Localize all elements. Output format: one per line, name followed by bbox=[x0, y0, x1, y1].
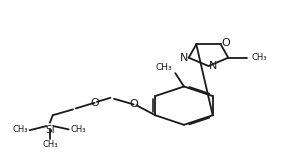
Text: N: N bbox=[209, 61, 217, 71]
Text: CH₃: CH₃ bbox=[13, 125, 28, 134]
Text: O: O bbox=[90, 98, 99, 108]
Text: CH₃: CH₃ bbox=[156, 62, 173, 72]
Text: O: O bbox=[129, 99, 138, 109]
Text: CH₃: CH₃ bbox=[251, 53, 267, 62]
Text: CH₃: CH₃ bbox=[70, 124, 86, 134]
Text: Si: Si bbox=[45, 125, 55, 135]
Text: CH₃: CH₃ bbox=[42, 140, 58, 149]
Text: N: N bbox=[180, 53, 188, 63]
Text: O: O bbox=[222, 38, 230, 48]
